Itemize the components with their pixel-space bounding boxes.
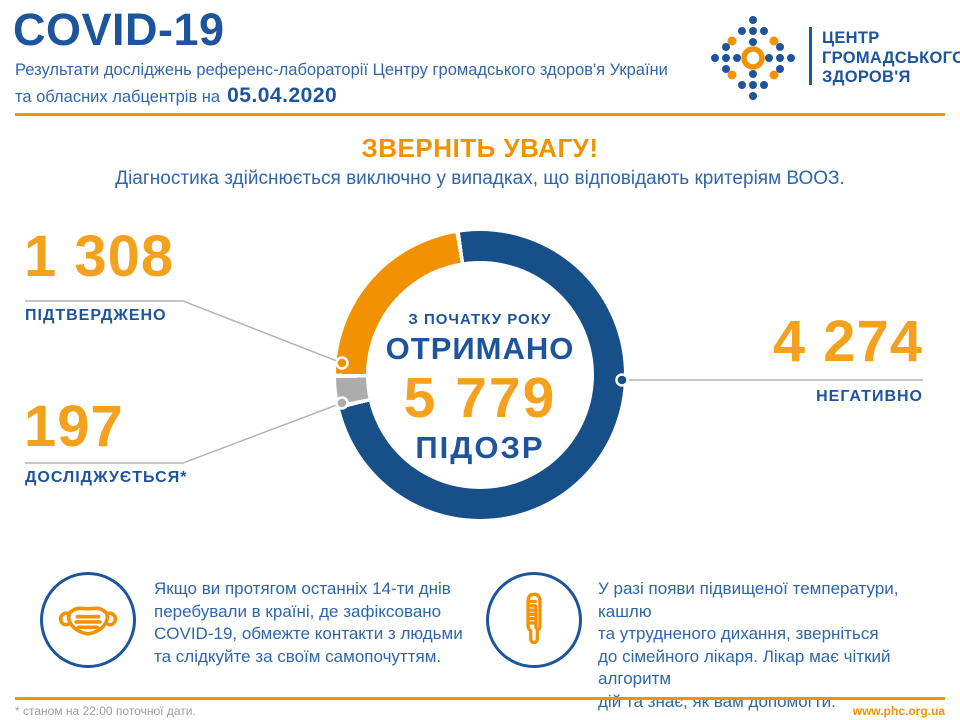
logo-separator [809,27,812,85]
logo-wordmark: ЦЕНТР ГРОМАДСЬКОГО ЗДОРОВ'Я [822,29,960,86]
donut-center-value: 5 779 [403,365,557,430]
donut-center-line1: З ПОЧАТКУ РОКУ [408,310,552,328]
header-subtitle-text: та обласних лабцентрів на [15,88,221,106]
header-divider [15,113,945,116]
page-title: COVID-19 [13,4,225,55]
tip-thermometer-badge [486,572,582,668]
donut-center-line2: ОТРИМАНО [385,330,575,366]
stat-confirmed-value: 1 308 [24,224,175,289]
attention-title: ЗВЕРНІТЬ УВАГУ! [361,133,599,163]
stat-confirmed-label: ПІДТВЕРДЖЕНО [25,307,167,324]
mask-icon [58,606,118,636]
footer-divider [15,697,945,700]
donut-center-line3: ПІДОЗР [415,429,545,465]
tip-thermometer-text: У разі появи підвищеної температури, каш… [598,579,899,711]
header-subtitle-line2: та обласних лабцентрів на 05.04.2020 [15,84,337,108]
tip-mask-text: Якщо ви протягом останніх 14-ти днів пер… [154,579,463,666]
footer-website-link[interactable]: www.phc.org.ua [852,704,945,718]
stat-negative-value: 4 274 [772,309,923,374]
attention-subtitle: Діагностика здійснюється виключно у випа… [115,168,845,189]
tip-mask-badge [40,572,136,668]
stat-negative-label: НЕГАТИВНО [816,388,923,405]
donut-center-text: З ПОЧАТКУ РОКУ ОТРИМАНО 5 779 ПІДОЗР [336,231,624,519]
thermometer-icon [526,592,542,645]
footer-note: * станом на 22:00 поточної дати. [15,704,196,718]
header-subtitle-line1: Результати досліджень референс-лаборатор… [15,61,668,79]
phc-logo-icon [711,16,795,100]
stat-researched-label: ДОСЛІДЖУЄТЬСЯ* [25,469,188,486]
donut-chart [336,231,624,519]
stat-researched-value: 197 [24,394,124,459]
report-date: 05.04.2020 [227,84,338,107]
